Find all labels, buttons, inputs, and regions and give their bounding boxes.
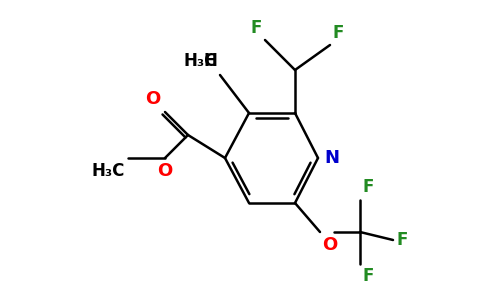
Text: F: F [362,267,373,285]
Text: F: F [251,19,262,37]
Text: F: F [333,24,345,42]
Text: O: O [157,162,173,180]
Text: H₃C: H₃C [91,162,125,180]
Text: H₃C: H₃C [183,52,217,70]
Text: F: F [396,231,408,249]
Text: O: O [322,236,337,254]
Text: H: H [203,52,217,70]
Text: N: N [324,149,339,167]
Text: O: O [145,90,160,108]
Text: F: F [362,178,373,196]
